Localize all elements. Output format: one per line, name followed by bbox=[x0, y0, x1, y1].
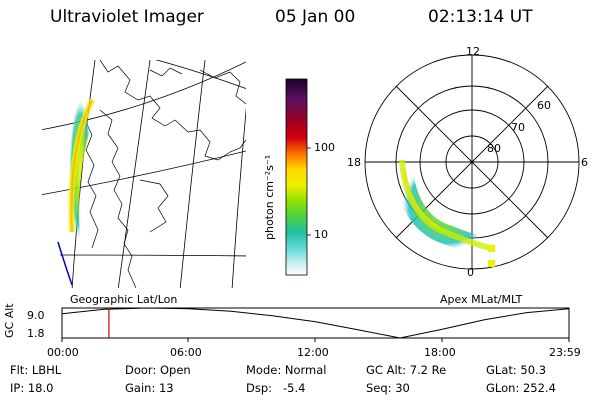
timeline-xtick: 00:00 bbox=[47, 346, 79, 359]
dsp-status: Dsp: -5.4 bbox=[246, 381, 306, 395]
mlt-label-6: 6 bbox=[581, 156, 588, 169]
timeline-xtick: 12:00 bbox=[297, 346, 329, 359]
colorbar-tick-10: 10 bbox=[314, 228, 328, 241]
door-status: Door: Open bbox=[125, 363, 191, 377]
glat-status: GLat: 50.3 bbox=[486, 363, 547, 377]
mlt-label-12: 12 bbox=[466, 45, 480, 58]
glon-status: GLon: 252.4 bbox=[486, 381, 556, 395]
seq-status: Seq: 30 bbox=[366, 381, 410, 395]
timeline-xtick: 18:00 bbox=[424, 346, 456, 359]
timeline-ytick-bottom: 1.8 bbox=[27, 327, 45, 340]
mlt-label-18: 18 bbox=[347, 156, 361, 169]
filter-status: Flt: LBHL bbox=[10, 363, 62, 377]
timeline-xtick: 23:59 bbox=[549, 346, 581, 359]
timeline-ylabel: GC Alt bbox=[3, 303, 16, 338]
altitude-series-line bbox=[61, 307, 570, 339]
ip-status: IP: 18.0 bbox=[10, 381, 54, 395]
geo-panel-label: Geographic Lat/Lon bbox=[70, 293, 178, 306]
mlt-label-0: 0 bbox=[467, 266, 474, 279]
lat-label-60: 60 bbox=[537, 99, 551, 112]
mode-status: Mode: Normal bbox=[246, 363, 327, 377]
polar-panel-label: Apex MLat/MLT bbox=[440, 293, 523, 306]
gc-alt-status: GC Alt: 7.2 Re bbox=[366, 363, 447, 377]
gain-status: Gain: 13 bbox=[125, 381, 174, 395]
timeline-xtick: 06:00 bbox=[170, 346, 202, 359]
time-label: 02:13:14 UT bbox=[428, 7, 533, 27]
timeline-ytick-top: 9.0 bbox=[27, 309, 45, 322]
timeline-frame bbox=[61, 307, 570, 339]
lat-label-70: 70 bbox=[511, 121, 525, 134]
colorbar-tick-100: 100 bbox=[314, 141, 335, 154]
lat-label-80: 80 bbox=[487, 142, 501, 155]
date-label: 05 Jan 00 bbox=[275, 7, 356, 27]
instrument-title: Ultraviolet Imager bbox=[50, 7, 204, 27]
